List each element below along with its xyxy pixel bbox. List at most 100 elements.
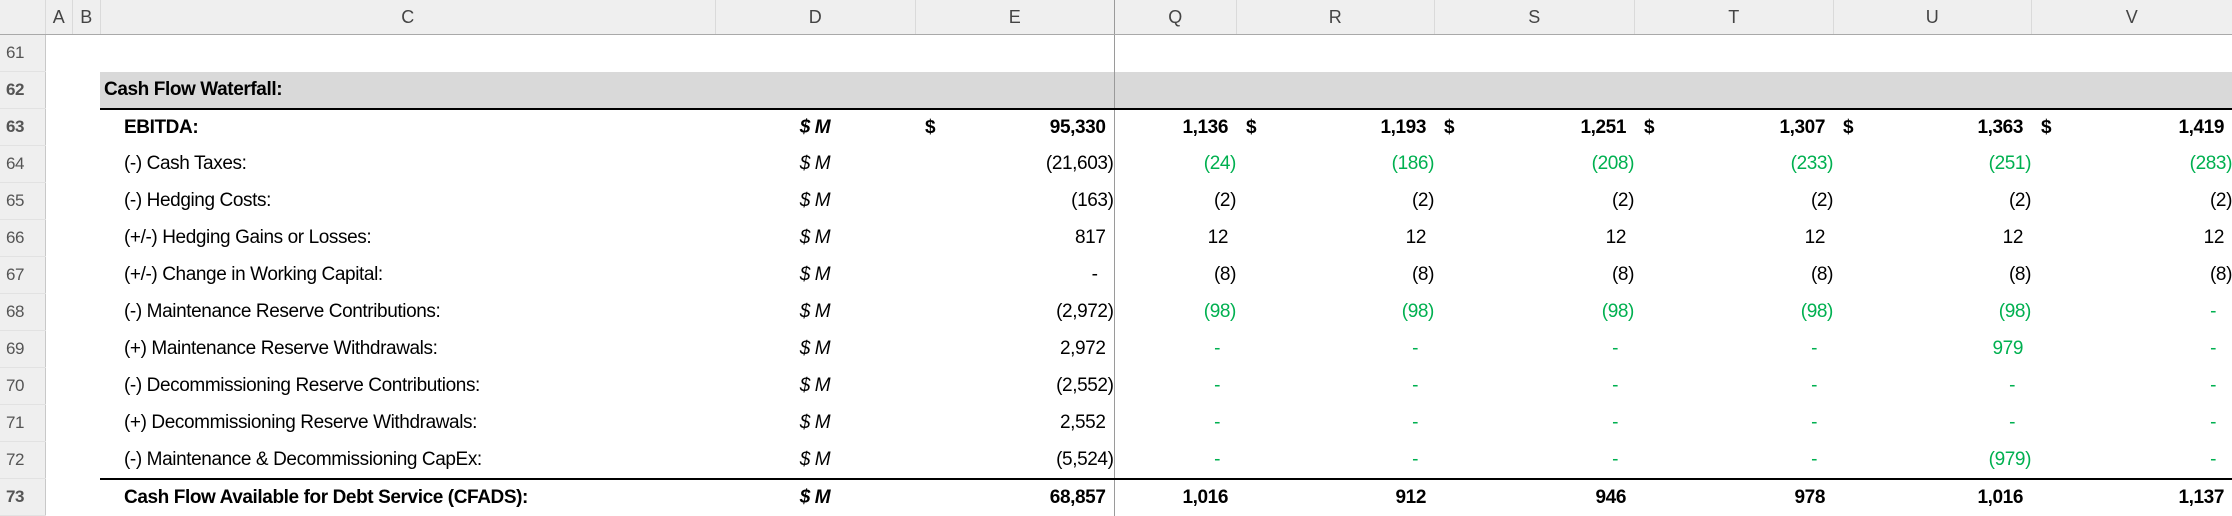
cell-t-value[interactable]: - <box>1634 331 1833 368</box>
cell-b63[interactable] <box>72 109 100 146</box>
cell-a65[interactable] <box>45 183 72 220</box>
cell-e-total[interactable]: 68,857 <box>915 477 1115 516</box>
unit-cell[interactable]: $ M <box>799 412 831 433</box>
cell-s-value[interactable]: 946 <box>1434 477 1634 516</box>
cell-a63[interactable] <box>45 109 72 146</box>
column-header-v[interactable]: V <box>2031 0 2232 35</box>
cell-u-value[interactable] <box>1833 35 2031 72</box>
cell-t-value[interactable]: - <box>1634 368 1833 405</box>
cell-s-value[interactable]: (2) <box>1434 183 1634 220</box>
unit-cell[interactable]: $ M <box>715 441 915 479</box>
cell-v-value[interactable] <box>2031 71 2232 109</box>
cell-v-value[interactable]: 12 <box>2031 220 2232 257</box>
cell-a71[interactable] <box>45 405 72 442</box>
cell-b64[interactable] <box>72 146 100 183</box>
cell-r-value[interactable]: - <box>1236 331 1434 368</box>
cell-b72[interactable] <box>72 442 100 479</box>
cell-t-value[interactable]: (2) <box>1634 183 1833 220</box>
cell-b68[interactable] <box>72 294 100 331</box>
cell-e-total[interactable]: (21,603) <box>915 145 1115 183</box>
cell-e-total[interactable]: - <box>915 256 1115 294</box>
cell-e-total[interactable]: (2,552) <box>915 367 1115 405</box>
cell-t-value[interactable]: - <box>1634 405 1833 442</box>
column-header-b[interactable]: B <box>72 0 101 35</box>
row-header-61[interactable]: 61 <box>0 34 46 72</box>
cell-a72[interactable] <box>45 442 72 479</box>
cell-a69[interactable] <box>45 331 72 368</box>
cell-v-value[interactable] <box>2031 35 2232 72</box>
cell-r-value[interactable]: (2) <box>1236 183 1434 220</box>
cell-a67[interactable] <box>45 257 72 294</box>
cell-e-total[interactable]: (5,524) <box>915 441 1115 479</box>
cell-b69[interactable] <box>72 331 100 368</box>
cell-s-value[interactable]: - <box>1434 331 1634 368</box>
cell-t-value[interactable]: - <box>1634 441 1833 479</box>
cell-r-value[interactable]: (186) <box>1236 146 1434 183</box>
cell-s-value[interactable]: 12 <box>1434 220 1634 257</box>
unit-cell[interactable]: $ M <box>799 301 831 322</box>
cell-e-total[interactable]: 817 <box>915 219 1115 257</box>
cell-a66[interactable] <box>45 220 72 257</box>
cell-r-value[interactable] <box>1236 35 1434 72</box>
row-label[interactable]: (+) Maintenance Reserve Withdrawals: <box>124 338 438 359</box>
row-label[interactable]: (+/-) Hedging Gains or Losses: <box>124 227 372 248</box>
cell-r-value[interactable]: 912 <box>1236 477 1434 516</box>
row-header-68[interactable]: 68 <box>0 293 46 331</box>
cell-u-value[interactable]: 979 <box>1833 331 2031 368</box>
cell-u-value[interactable]: (251) <box>1833 146 2031 183</box>
cell-r-value[interactable]: - <box>1236 405 1434 442</box>
cell-q-value[interactable] <box>1114 71 1236 109</box>
cell-v-value[interactable]: - <box>2031 441 2232 479</box>
cell-v-value[interactable]: - <box>2031 331 2232 368</box>
cell-q-value[interactable]: 1,016 <box>1114 477 1236 516</box>
row-label[interactable]: EBITDA: <box>100 107 715 146</box>
column-header-d[interactable]: D <box>715 0 916 35</box>
column-header-t[interactable]: T <box>1634 0 1834 35</box>
cell-s-value[interactable] <box>1434 71 1634 109</box>
cell-v-value[interactable]: - <box>2031 294 2232 331</box>
cell-t-value[interactable]: $1,307 <box>1634 107 1833 146</box>
cell-v-value[interactable]: $1,419 <box>2031 107 2232 146</box>
cell-s-value[interactable]: - <box>1434 441 1634 479</box>
cell-a68[interactable] <box>45 294 72 331</box>
cell-q-value[interactable]: (98) <box>1114 294 1236 331</box>
cell-r-value[interactable]: - <box>1236 441 1434 479</box>
row-header-64[interactable]: 64 <box>0 145 46 183</box>
unit-cell[interactable] <box>715 71 915 109</box>
row-header-70[interactable]: 70 <box>0 367 46 405</box>
cell-q-value[interactable]: - <box>1114 405 1236 442</box>
cell-t-value[interactable]: (8) <box>1634 257 1833 294</box>
row-header-66[interactable]: 66 <box>0 219 46 257</box>
cell-b66[interactable] <box>72 220 100 257</box>
cell-u-value[interactable]: (8) <box>1833 257 2031 294</box>
cell-t-value[interactable]: (233) <box>1634 146 1833 183</box>
cell-b71[interactable] <box>72 405 100 442</box>
cell-e-total[interactable] <box>915 34 1115 72</box>
column-header-c[interactable]: C <box>100 0 716 35</box>
cell-e-total[interactable]: (163) <box>915 182 1115 220</box>
cell-s-value[interactable]: (98) <box>1434 294 1634 331</box>
unit-cell[interactable]: $ M <box>799 264 831 285</box>
row-header-63[interactable]: 63 <box>0 108 46 146</box>
column-header-s[interactable]: S <box>1434 0 1635 35</box>
row-header-72[interactable]: 72 <box>0 441 46 479</box>
cell-u-value[interactable]: (979) <box>1833 441 2031 479</box>
cell-v-value[interactable]: - <box>2031 405 2232 442</box>
cell-q-value[interactable]: (2) <box>1114 183 1236 220</box>
cell-b70[interactable] <box>72 368 100 405</box>
cell-a64[interactable] <box>45 146 72 183</box>
cell-s-value[interactable]: (8) <box>1434 257 1634 294</box>
cell-q-value[interactable]: - <box>1114 368 1236 405</box>
column-header-q[interactable]: Q <box>1114 0 1237 35</box>
cell-a73[interactable] <box>45 479 72 516</box>
unit-cell[interactable]: $ M <box>799 190 831 211</box>
cell-q-value[interactable]: 12 <box>1114 220 1236 257</box>
cell-b61[interactable] <box>72 35 100 72</box>
cell-e-total[interactable]: $95,330 <box>915 107 1115 146</box>
cell-t-value[interactable] <box>1634 71 1833 109</box>
unit-cell[interactable]: $ M <box>799 227 831 248</box>
cell-q-value[interactable]: - <box>1114 441 1236 479</box>
column-header-e[interactable]: E <box>915 0 1115 35</box>
cell-e-total[interactable] <box>915 71 1115 109</box>
cell-u-value[interactable]: - <box>1833 368 2031 405</box>
